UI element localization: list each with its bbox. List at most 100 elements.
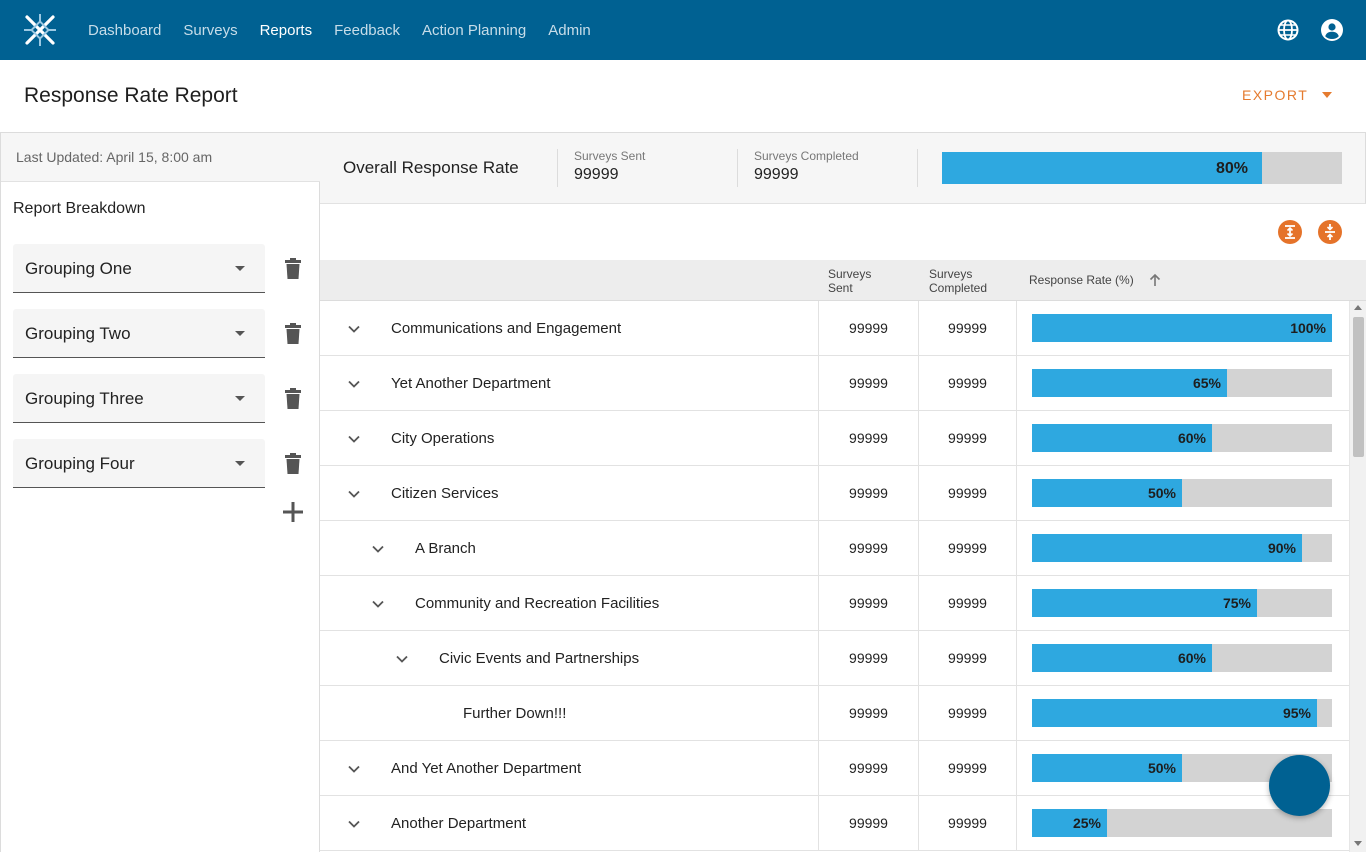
row-response-rate-fill: 60% <box>1032 644 1212 672</box>
row-response-rate-bar: 60% <box>1032 644 1332 672</box>
nav-item-feedback[interactable]: Feedback <box>334 21 400 39</box>
row-name: Yet Another Department <box>391 375 551 392</box>
divider <box>557 149 558 187</box>
chevron-down-icon <box>1322 92 1333 98</box>
overall-rate-fill: 80% <box>942 152 1262 184</box>
row-surveys-sent: 99999 <box>818 576 918 630</box>
row-surveys-sent: 99999 <box>818 631 918 685</box>
grouping-select-4[interactable]: Grouping Four <box>13 439 265 488</box>
grouping-select-2[interactable]: Grouping Two <box>13 309 265 358</box>
overall-rate-label: 80% <box>1215 160 1248 177</box>
row-name: A Branch <box>415 540 476 557</box>
surveys-completed-stat: Surveys Completed 99999 <box>754 149 859 184</box>
row-response-rate-fill: 100% <box>1032 314 1332 342</box>
dropdown-arrow-icon <box>235 396 245 401</box>
chevron-down-icon[interactable] <box>371 542 385 556</box>
row-response-rate-label: 95% <box>1282 705 1311 721</box>
row-surveys-completed: 99999 <box>918 576 1017 630</box>
column-header-response-rate[interactable]: Response Rate (%) <box>1029 273 1134 287</box>
nav-item-dashboard[interactable]: Dashboard <box>88 21 162 39</box>
row-response-rate-fill: 50% <box>1032 754 1182 782</box>
account-icon[interactable] <box>1320 18 1344 42</box>
sort-ascending-icon[interactable] <box>1148 273 1162 287</box>
row-surveys-sent: 99999 <box>818 796 918 850</box>
divider <box>737 149 738 187</box>
row-surveys-completed: 99999 <box>918 741 1017 795</box>
row-response-rate-bar: 100% <box>1032 314 1332 342</box>
collapse-all-button[interactable] <box>1318 220 1342 244</box>
row-name: Citizen Services <box>391 485 499 502</box>
row-response-rate-bar: 25% <box>1032 809 1332 837</box>
top-nav-bar: Dashboard Surveys Reports Feedback Action Pl… <box>0 0 1366 60</box>
chevron-down-icon[interactable] <box>347 817 361 831</box>
export-button[interactable]: EXPORT <box>1242 87 1333 103</box>
grouping-select-1[interactable]: Grouping One <box>13 244 265 293</box>
row-surveys-completed: 99999 <box>918 521 1017 575</box>
grouping-select-value: Grouping Three <box>25 389 144 408</box>
nav-item-admin[interactable]: Admin <box>548 21 591 39</box>
scroll-down-icon[interactable] <box>1354 841 1362 846</box>
dropdown-arrow-icon <box>235 331 245 336</box>
table-row[interactable]: City Operations 99999 99999 60% <box>320 411 1349 466</box>
nav-item-reports[interactable]: Reports <box>259 21 313 39</box>
nav-item-surveys[interactable]: Surveys <box>183 21 238 39</box>
row-response-rate-fill: 60% <box>1032 424 1212 452</box>
row-response-rate-bar: 95% <box>1032 699 1332 727</box>
table-row[interactable]: Another Department 99999 99999 25% <box>320 796 1349 851</box>
row-response-rate-fill: 25% <box>1032 809 1107 837</box>
table-row[interactable]: Yet Another Department 99999 99999 65% <box>320 356 1349 411</box>
grouping-select-value: Grouping Four <box>25 454 135 473</box>
table-row[interactable]: Community and Recreation Facilities 99999… <box>320 576 1349 631</box>
column-header-surveys-sent[interactable]: Surveys Sent <box>828 267 871 295</box>
scroll-up-icon[interactable] <box>1354 305 1362 310</box>
table-body: Communications and Engagement 99999 99999 1… <box>320 301 1349 852</box>
row-response-rate-label: 50% <box>1147 760 1176 776</box>
row-name: Communications and Engagement <box>391 320 622 337</box>
floating-action-button[interactable] <box>1269 755 1330 816</box>
table-row[interactable]: Further Down!!! 99999 99999 95% <box>320 686 1349 741</box>
row-response-rate-label: 60% <box>1177 430 1206 446</box>
chevron-down-icon[interactable] <box>347 762 361 776</box>
table-row[interactable]: A Branch 99999 99999 90% <box>320 521 1349 576</box>
table-scrollbar[interactable] <box>1349 301 1366 852</box>
chevron-down-icon[interactable] <box>347 322 361 336</box>
table-row[interactable]: Communications and Engagement 99999 99999 1… <box>320 301 1349 356</box>
delete-icon[interactable] <box>284 388 302 410</box>
delete-icon[interactable] <box>284 258 302 280</box>
row-name: City Operations <box>391 430 495 447</box>
row-surveys-completed: 99999 <box>918 411 1017 465</box>
table-row[interactable]: Civic Events and Partnerships 99999 99999 6… <box>320 631 1349 686</box>
export-label: EXPORT <box>1242 87 1309 103</box>
chevron-down-icon[interactable] <box>347 487 361 501</box>
table-row[interactable]: Citizen Services 99999 99999 50% <box>320 466 1349 521</box>
delete-icon[interactable] <box>284 323 302 345</box>
surveys-sent-stat: Surveys Sent 99999 <box>574 149 645 184</box>
globe-icon[interactable] <box>1276 18 1300 42</box>
scroll-thumb[interactable] <box>1353 317 1364 457</box>
column-header-text: Sent <box>828 281 853 295</box>
nav-item-action-planning[interactable]: Action Planning <box>421 21 527 39</box>
delete-icon[interactable] <box>284 453 302 475</box>
column-header-text: Surveys <box>828 267 872 281</box>
row-response-rate-bar: 65% <box>1032 369 1332 397</box>
collapse-all-icon <box>1325 224 1335 240</box>
column-header-surveys-completed[interactable]: Surveys Completed <box>929 267 987 295</box>
grouping-select-3[interactable]: Grouping Three <box>13 374 265 423</box>
row-surveys-completed: 99999 <box>918 301 1017 355</box>
row-response-rate-bar: 50% <box>1032 479 1332 507</box>
row-response-rate-fill: 50% <box>1032 479 1182 507</box>
row-response-rate-bar: 90% <box>1032 534 1332 562</box>
chevron-down-icon[interactable] <box>347 432 361 446</box>
row-response-rate-label: 65% <box>1192 375 1221 391</box>
row-surveys-sent: 99999 <box>818 356 918 410</box>
expand-all-button[interactable] <box>1278 220 1302 244</box>
row-surveys-sent: 99999 <box>818 686 918 740</box>
add-grouping-icon[interactable] <box>281 500 305 524</box>
table-row[interactable]: And Yet Another Department 99999 99999 50% <box>320 741 1349 796</box>
row-name: Civic Events and Partnerships <box>439 650 640 667</box>
chevron-down-icon[interactable] <box>371 597 385 611</box>
chevron-down-icon[interactable] <box>347 377 361 391</box>
chevron-down-icon[interactable] <box>395 652 409 666</box>
row-response-rate-label: 50% <box>1147 485 1176 501</box>
app-logo-icon[interactable] <box>22 12 58 48</box>
